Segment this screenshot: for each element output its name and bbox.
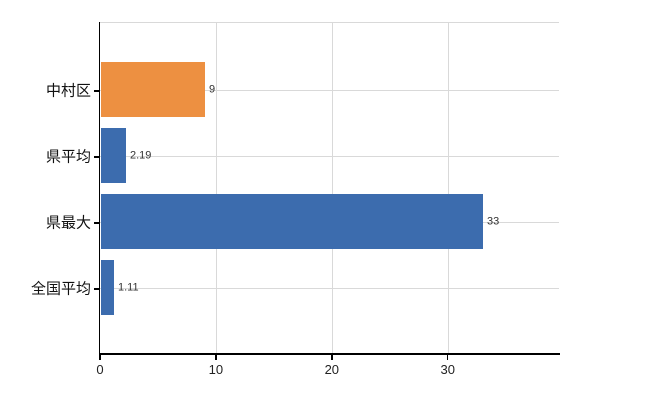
x-tick-label: 30 (440, 362, 455, 377)
x-gridline (216, 22, 217, 353)
x-tick (215, 353, 217, 360)
bar-value-label: 9 (209, 83, 216, 95)
y-axis (98, 22, 100, 355)
bar (101, 128, 126, 183)
row-gridline (100, 156, 559, 157)
bar (101, 194, 483, 249)
x-axis (98, 353, 560, 355)
category-label: 県平均 (45, 148, 91, 165)
bar-value-label: 1.11 (118, 281, 139, 293)
bar (101, 62, 205, 117)
x-gridline (448, 22, 449, 353)
category-label: 中村区 (45, 82, 91, 99)
bar (101, 260, 114, 315)
y-tick (94, 288, 100, 290)
x-tick (331, 353, 333, 360)
x-gridline (332, 22, 333, 353)
x-tick (99, 353, 101, 360)
row-gridline (100, 288, 559, 289)
y-tick (94, 222, 100, 224)
row-gridline (100, 90, 559, 91)
x-tick-label: 10 (208, 362, 224, 377)
x-tick (446, 353, 449, 360)
plot-top-border (100, 22, 559, 23)
y-tick (94, 90, 100, 92)
bar-value-label: 33 (487, 215, 500, 227)
y-tick (94, 156, 100, 158)
x-tick-label: 0 (96, 362, 104, 377)
category-label: 全国平均 (30, 280, 91, 297)
bar-value-label: 2.19 (130, 149, 152, 161)
category-label: 県最大 (45, 214, 91, 231)
x-tick-label: 20 (324, 362, 340, 377)
